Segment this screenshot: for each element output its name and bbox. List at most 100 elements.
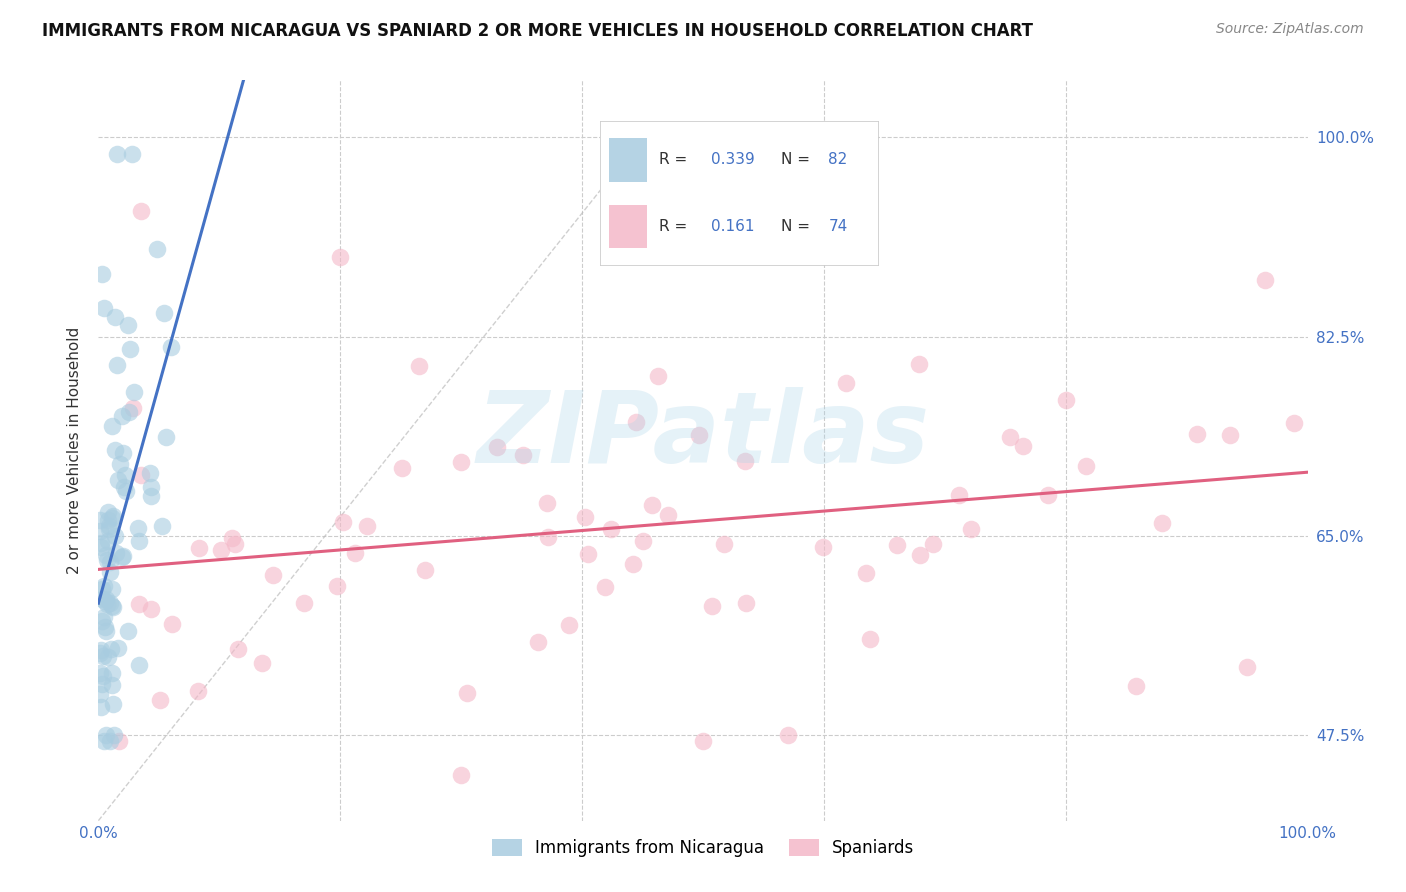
Point [1187,426,1209,441]
Point [558,618,581,632]
Point [262,568,284,582]
Point [93,610,115,624]
Point [536,496,558,510]
Point [100,419,122,434]
Point [128,598,150,612]
Point [89,540,111,554]
Point [97,522,120,536]
Point [948,488,970,502]
Point [101,599,124,613]
Point [103,728,125,742]
Point [97,518,120,533]
Point [1282,416,1305,430]
Point [160,340,183,354]
Point [128,533,150,548]
Point [91,648,114,663]
Point [105,147,128,161]
Point [115,484,138,499]
Point [97,650,120,665]
Point [292,596,315,610]
Point [93,734,115,748]
Point [98,555,121,569]
Point [356,518,378,533]
Point [97,505,120,519]
Point [813,540,835,554]
Point [456,686,478,700]
Point [624,415,647,429]
Point [139,466,162,480]
Point [640,498,662,512]
Point [101,511,124,525]
Point [527,635,550,649]
Point [160,616,183,631]
Point [908,357,931,371]
Point [537,530,560,544]
Point [94,620,117,634]
Point [960,522,983,536]
Point [450,455,472,469]
Point [90,614,112,628]
Point [332,516,354,530]
Point [90,535,112,549]
Point [103,310,125,325]
Point [101,600,124,615]
Point [1150,516,1173,530]
Point [139,489,162,503]
Point [122,401,145,416]
Text: Source: ZipAtlas.com: Source: ZipAtlas.com [1216,22,1364,37]
Point [688,427,710,442]
Point [450,768,472,782]
Y-axis label: 2 or more Vehicles in Household: 2 or more Vehicles in Household [67,326,83,574]
Point [91,267,114,281]
Point [1054,392,1077,407]
Point [90,592,112,607]
Legend: Immigrants from Nicaragua, Spaniards: Immigrants from Nicaragua, Spaniards [485,832,921,864]
Point [593,580,616,594]
Point [117,624,139,639]
Point [100,642,122,657]
Point [150,519,173,533]
Point [1036,488,1059,502]
Point [110,457,132,471]
Point [886,538,908,552]
Point [128,657,150,672]
Point [117,318,139,332]
Point [114,468,136,483]
Point [96,553,118,567]
Point [621,557,644,571]
Point [221,531,243,545]
Point [413,563,436,577]
Point [97,513,120,527]
Point [91,677,114,691]
Point [93,579,115,593]
Point [776,728,799,742]
Point [120,343,142,357]
Point [122,384,145,399]
Point [107,473,129,487]
Point [512,448,534,462]
Point [859,632,882,646]
Point [908,548,931,562]
Point [112,446,135,460]
Point [96,548,118,562]
Point [922,537,945,551]
Point [224,536,246,550]
Point [94,593,117,607]
Point [734,596,756,610]
Point [105,358,128,372]
Point [129,468,152,483]
Point [1236,660,1258,674]
Point [145,242,167,256]
Point [101,508,124,523]
Point [94,591,117,606]
Point [391,461,413,475]
Point [209,543,232,558]
Point [112,480,135,494]
Text: IMMIGRANTS FROM NICARAGUA VS SPANIARD 2 OR MORE VEHICLES IN HOUSEHOLD CORRELATIO: IMMIGRANTS FROM NICARAGUA VS SPANIARD 2 … [42,22,1033,40]
Point [96,728,118,742]
Point [813,204,835,219]
Point [104,443,127,458]
Point [713,537,735,551]
Point [1000,430,1022,444]
Point [97,533,120,548]
